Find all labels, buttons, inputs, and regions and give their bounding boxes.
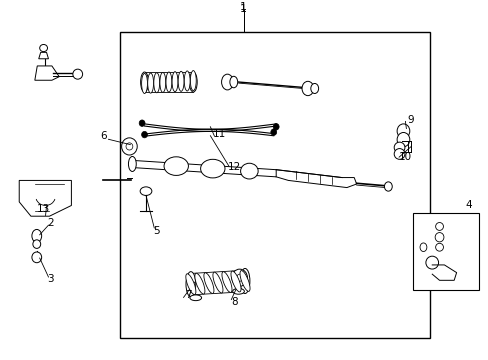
Ellipse shape [310, 84, 318, 94]
Ellipse shape [232, 288, 244, 294]
Bar [120, 32, 429, 338]
Ellipse shape [273, 123, 279, 130]
Ellipse shape [230, 271, 241, 292]
Ellipse shape [128, 157, 136, 171]
Bar [412, 213, 478, 289]
Ellipse shape [229, 76, 237, 88]
Ellipse shape [419, 243, 426, 252]
Ellipse shape [140, 187, 152, 195]
Ellipse shape [141, 72, 148, 92]
Ellipse shape [189, 72, 197, 92]
Text: 9: 9 [406, 114, 413, 125]
Text: 1: 1 [240, 4, 246, 14]
Ellipse shape [396, 132, 409, 147]
Ellipse shape [434, 233, 443, 242]
Ellipse shape [240, 163, 258, 179]
Ellipse shape [396, 124, 409, 138]
Ellipse shape [195, 273, 204, 294]
Ellipse shape [435, 222, 443, 230]
Text: 7: 7 [185, 290, 191, 300]
Text: 6: 6 [100, 131, 107, 141]
Ellipse shape [154, 73, 159, 93]
Ellipse shape [160, 72, 165, 93]
Ellipse shape [32, 229, 41, 242]
Text: 3: 3 [47, 274, 54, 284]
Ellipse shape [221, 74, 233, 90]
Text: 4: 4 [465, 201, 471, 211]
Polygon shape [39, 52, 48, 59]
Ellipse shape [190, 71, 196, 91]
Ellipse shape [185, 272, 195, 297]
Ellipse shape [165, 72, 171, 92]
Text: 8: 8 [231, 297, 238, 307]
Text: 5: 5 [153, 225, 160, 235]
Ellipse shape [222, 272, 231, 292]
Text: 13: 13 [37, 204, 50, 214]
Ellipse shape [40, 45, 47, 51]
Ellipse shape [203, 273, 214, 293]
Ellipse shape [163, 157, 188, 175]
Ellipse shape [142, 131, 147, 138]
Ellipse shape [178, 71, 183, 91]
Ellipse shape [139, 120, 145, 126]
Text: 1: 1 [240, 2, 246, 12]
Ellipse shape [32, 252, 41, 263]
Ellipse shape [147, 73, 153, 93]
Ellipse shape [212, 272, 223, 293]
Ellipse shape [393, 142, 404, 153]
Ellipse shape [122, 138, 137, 155]
Ellipse shape [240, 269, 249, 293]
Ellipse shape [425, 256, 438, 269]
Text: 10: 10 [398, 152, 411, 162]
Ellipse shape [302, 81, 313, 96]
Ellipse shape [33, 240, 41, 248]
Ellipse shape [393, 149, 404, 159]
Ellipse shape [270, 129, 276, 135]
Ellipse shape [435, 243, 443, 251]
Text: 12: 12 [228, 162, 241, 172]
Ellipse shape [236, 274, 242, 281]
Ellipse shape [231, 269, 247, 286]
Polygon shape [132, 161, 276, 177]
Ellipse shape [200, 159, 224, 178]
Ellipse shape [185, 274, 196, 294]
Polygon shape [35, 66, 59, 80]
Ellipse shape [184, 71, 190, 91]
Ellipse shape [142, 73, 147, 94]
Ellipse shape [240, 271, 249, 291]
Ellipse shape [126, 143, 133, 150]
Text: 2: 2 [47, 219, 54, 228]
Text: 11: 11 [212, 129, 225, 139]
Ellipse shape [172, 72, 178, 92]
Ellipse shape [189, 295, 201, 301]
Polygon shape [19, 180, 71, 216]
Ellipse shape [73, 69, 82, 79]
Ellipse shape [384, 182, 391, 191]
